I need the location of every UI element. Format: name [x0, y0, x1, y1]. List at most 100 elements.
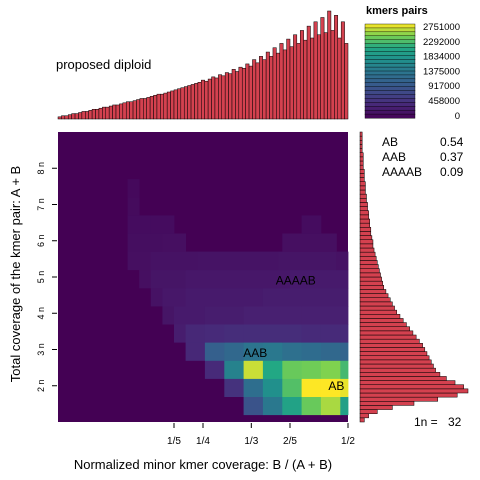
top-histogram-bar [122, 102, 127, 120]
heatmap-cell [301, 360, 322, 379]
heatmap-cell [282, 360, 302, 379]
top-histogram-bar [194, 83, 199, 120]
colorbar-label: 458000 [428, 96, 460, 107]
heatmap-cell [262, 378, 283, 397]
heatmap-cell [174, 324, 186, 343]
right-histogram-bar [359, 264, 379, 269]
heatmap-cell [243, 324, 264, 343]
heatmap-cell [127, 197, 140, 216]
right-histogram-bar [359, 372, 441, 377]
top-histogram-bar [201, 79, 205, 120]
right-histogram-bar [359, 396, 439, 402]
top-histogram-bar [255, 62, 260, 120]
top-histogram-bar [221, 75, 226, 120]
colorbar-band [364, 86, 416, 92]
heatmap-cell [150, 287, 163, 307]
right-histogram-bar [359, 243, 374, 249]
heatmap-cell [290, 269, 349, 289]
top-histogram-bar [156, 93, 161, 120]
heatmap-cell [224, 378, 244, 397]
top-histogram-bar [317, 34, 321, 120]
heatmap-cell [204, 342, 225, 361]
heatmap-cell [139, 269, 152, 289]
top-histogram-bar [81, 111, 86, 120]
smudge-label: AAAAB [276, 274, 316, 288]
heatmap-cell [340, 324, 349, 343]
top-histogram-bar [57, 116, 62, 120]
heatmap-cell [224, 324, 244, 343]
colorbar-label: 1834000 [423, 52, 460, 63]
right-histogram-bar [359, 177, 365, 182]
heatmap-cell [127, 233, 163, 252]
top-histogram-bar [74, 113, 79, 120]
colorbar-band [364, 35, 416, 41]
top-histogram-bar [265, 51, 270, 120]
heatmap-cell [150, 269, 186, 289]
right-histogram-bar [359, 280, 383, 286]
heatmap-cell [282, 342, 302, 361]
top-histogram-bar [299, 30, 304, 120]
top-histogram-bar [218, 74, 223, 120]
right-histogram [359, 131, 469, 423]
right-histogram-bar [359, 363, 434, 369]
heatmap-cell [301, 396, 322, 416]
right-histogram-bar [359, 202, 368, 207]
top-histogram-bar [95, 109, 100, 120]
heatmap-cell [243, 396, 264, 416]
heatmap-cell [243, 342, 264, 361]
top-histogram-bar [139, 98, 144, 120]
top-histogram-bar [313, 21, 318, 120]
colorbar-label: 1375000 [423, 66, 460, 77]
heatmap-cell [204, 306, 244, 325]
top-histogram-bar [67, 114, 72, 120]
heatmap-cell [197, 251, 279, 271]
top-histogram [57, 10, 349, 120]
right-histogram-bar [359, 367, 436, 373]
heatmap-cell [301, 324, 322, 343]
right-histogram-bar [359, 334, 417, 340]
right-histogram-bar [359, 318, 404, 323]
top-histogram-bar [115, 104, 120, 120]
proportions-table: AB 0.54 AAB 0.37 AAAAB 0.09 [382, 135, 464, 179]
right-histogram-bar [359, 401, 415, 406]
y-tick-label: 7 n [36, 198, 46, 211]
top-histogram-bar [334, 15, 339, 120]
y-tick-label: 4 n [36, 307, 46, 320]
proportion-value: 0.54 [440, 135, 464, 149]
top-histogram-bar [108, 105, 113, 120]
heatmap-cell [320, 360, 341, 379]
top-histogram-bar [88, 110, 93, 120]
proportion-name: AB [382, 135, 398, 149]
right-histogram-bar [359, 181, 366, 187]
top-histogram-bar [112, 104, 117, 120]
right-histogram-bar [359, 413, 369, 419]
top-histogram-bar [293, 34, 298, 120]
n-value: 32 [448, 415, 462, 429]
heatmap-cell [185, 269, 291, 289]
top-histogram-bar [105, 106, 110, 120]
right-histogram-bar [359, 388, 469, 394]
top-histogram-bar [259, 56, 263, 120]
right-histogram-bar [359, 330, 414, 336]
top-histogram-bar [296, 43, 301, 120]
top-histogram-bar [102, 106, 107, 120]
right-histogram-bar [359, 206, 368, 211]
right-histogram-bar [359, 405, 393, 410]
heatmap-cell [320, 324, 341, 343]
top-histogram-bar [337, 37, 342, 120]
top-histogram-bar [91, 109, 96, 120]
right-histogram-bar [359, 235, 373, 240]
top-histogram-bar [286, 38, 291, 120]
colorbar-band [364, 106, 416, 111]
heatmap-cell [162, 233, 186, 252]
top-histogram-bar [197, 82, 202, 120]
colorbar-band [364, 98, 416, 103]
top-histogram-bar [330, 30, 335, 120]
smudge-label: AAB [243, 346, 267, 360]
right-histogram-bar [359, 384, 464, 390]
right-histogram-bar [359, 260, 378, 265]
top-histogram-bar [136, 99, 141, 120]
top-histogram-bar [310, 37, 315, 120]
heatmap-cell [174, 306, 206, 325]
colorbar-band [364, 109, 416, 115]
